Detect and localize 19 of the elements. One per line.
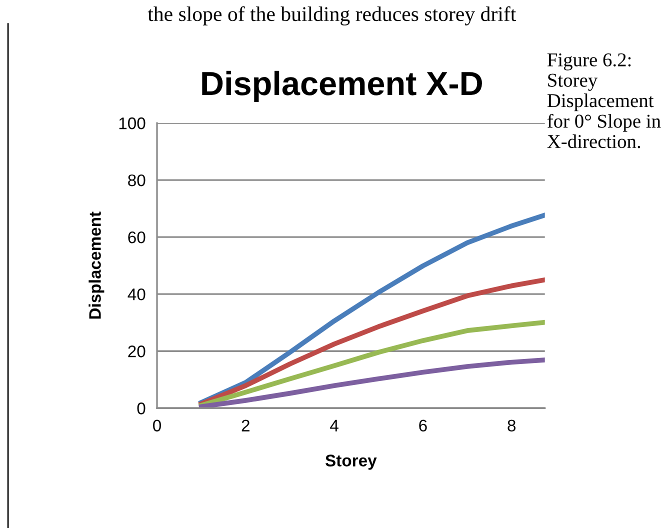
x-tick-label: 8	[508, 420, 516, 432]
x-tick-label: 6	[419, 420, 427, 432]
x-tick-label: 2	[242, 420, 250, 432]
line-series	[198, 358, 545, 408]
y-tick-label: 0	[137, 402, 146, 414]
y-tick-label: 100	[119, 117, 146, 130]
y-tick-label: 80	[128, 174, 146, 186]
y-tick-label: 20	[128, 346, 146, 358]
x-axis-title: Storey	[325, 454, 377, 470]
caption: Figure 6.2: Storey Displacement for 0° Slope in X-direction.	[547, 53, 661, 148]
x-tick-label: 0	[153, 420, 161, 432]
x-tick-label: 4	[330, 420, 338, 432]
line-series	[198, 277, 545, 406]
line-series	[198, 212, 545, 405]
y-axis-title: Displacement	[88, 212, 104, 319]
y-tick-label: 60	[128, 231, 146, 244]
y-tick-label: 40	[128, 288, 146, 300]
text: the slope of the building reduces storey drift	[148, 6, 516, 26]
chart-title: Displacement X-D	[202, 70, 482, 102]
